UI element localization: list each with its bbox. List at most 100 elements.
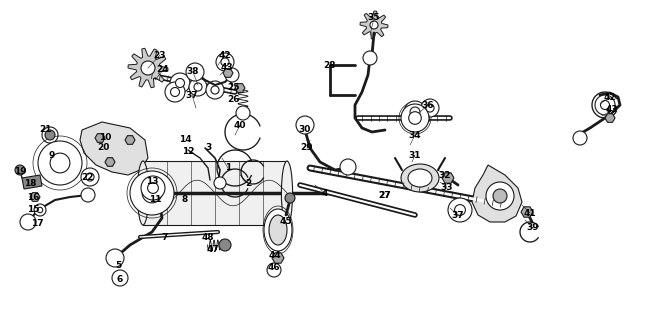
Circle shape [38, 141, 82, 185]
Text: 25: 25 [227, 83, 240, 92]
Polygon shape [223, 69, 233, 77]
Text: 12: 12 [182, 148, 194, 157]
Polygon shape [22, 175, 42, 189]
Circle shape [15, 165, 25, 175]
Circle shape [81, 168, 99, 186]
Circle shape [236, 106, 250, 120]
Polygon shape [605, 114, 615, 122]
Circle shape [20, 214, 36, 230]
Text: 40: 40 [234, 120, 246, 129]
Text: 17: 17 [31, 219, 44, 228]
Text: 7: 7 [162, 232, 168, 241]
Circle shape [410, 107, 420, 117]
Polygon shape [80, 122, 148, 175]
Circle shape [34, 204, 46, 216]
Circle shape [401, 104, 429, 132]
Text: 13: 13 [146, 178, 158, 187]
Text: 45: 45 [280, 218, 292, 227]
Text: 6: 6 [117, 274, 123, 283]
Circle shape [219, 239, 231, 251]
Circle shape [493, 189, 507, 203]
FancyBboxPatch shape [143, 161, 287, 225]
Text: 4: 4 [322, 188, 328, 197]
Circle shape [106, 249, 124, 267]
Circle shape [141, 176, 165, 200]
Circle shape [165, 82, 185, 102]
Text: 15: 15 [27, 205, 39, 214]
Circle shape [50, 153, 70, 173]
Text: 1: 1 [225, 163, 231, 172]
Circle shape [340, 159, 356, 175]
Circle shape [176, 79, 185, 88]
Text: 24: 24 [157, 65, 169, 74]
Text: 18: 18 [24, 179, 36, 188]
Circle shape [211, 86, 219, 94]
Circle shape [409, 112, 421, 124]
Text: 27: 27 [379, 190, 391, 199]
Text: 16: 16 [27, 194, 39, 203]
Circle shape [404, 101, 426, 123]
Polygon shape [521, 207, 533, 217]
Circle shape [486, 182, 514, 210]
Circle shape [45, 130, 55, 140]
Text: 38: 38 [187, 67, 200, 76]
Text: 37: 37 [186, 91, 198, 100]
Circle shape [296, 116, 314, 134]
Text: 42: 42 [604, 92, 616, 101]
Text: 28: 28 [324, 60, 336, 70]
Text: 32: 32 [439, 170, 451, 179]
Text: 36: 36 [422, 100, 434, 109]
Circle shape [186, 63, 204, 81]
Circle shape [363, 51, 377, 65]
Circle shape [370, 21, 378, 29]
Ellipse shape [408, 169, 432, 187]
Circle shape [194, 83, 202, 91]
Text: 31: 31 [409, 151, 421, 160]
Circle shape [206, 81, 224, 99]
Text: 46: 46 [268, 264, 280, 273]
Text: 10: 10 [99, 134, 111, 143]
Ellipse shape [264, 209, 292, 251]
Circle shape [216, 53, 234, 71]
Polygon shape [472, 165, 522, 222]
Circle shape [221, 58, 229, 66]
Circle shape [225, 68, 239, 82]
Polygon shape [272, 253, 284, 263]
Text: 27: 27 [379, 190, 391, 199]
Circle shape [601, 100, 610, 109]
Polygon shape [105, 158, 115, 166]
Circle shape [214, 177, 226, 189]
Text: 44: 44 [268, 250, 281, 259]
Circle shape [267, 263, 281, 277]
Text: 20: 20 [97, 143, 109, 152]
Text: 2: 2 [245, 178, 251, 187]
Text: 9: 9 [49, 152, 55, 160]
Polygon shape [95, 134, 105, 142]
Text: 39: 39 [526, 223, 539, 232]
Text: 43: 43 [221, 64, 233, 73]
Circle shape [130, 171, 174, 215]
Circle shape [448, 198, 472, 222]
Ellipse shape [137, 161, 149, 225]
Text: 35: 35 [368, 13, 380, 22]
Circle shape [285, 193, 295, 203]
Text: 29: 29 [301, 143, 313, 152]
Text: 33: 33 [441, 183, 453, 192]
Polygon shape [30, 193, 40, 201]
Circle shape [37, 207, 43, 213]
Polygon shape [235, 84, 245, 92]
Polygon shape [128, 48, 168, 88]
Text: 11: 11 [149, 195, 161, 204]
Polygon shape [442, 173, 454, 183]
Text: 8: 8 [182, 195, 188, 204]
Text: 23: 23 [154, 50, 166, 59]
Ellipse shape [401, 164, 439, 192]
Text: 48: 48 [202, 233, 214, 242]
Text: 41: 41 [524, 209, 536, 218]
Circle shape [170, 88, 179, 97]
Polygon shape [125, 136, 135, 144]
Text: 34: 34 [409, 131, 421, 140]
Circle shape [595, 95, 615, 115]
Ellipse shape [281, 161, 292, 225]
Text: 3: 3 [206, 143, 212, 152]
